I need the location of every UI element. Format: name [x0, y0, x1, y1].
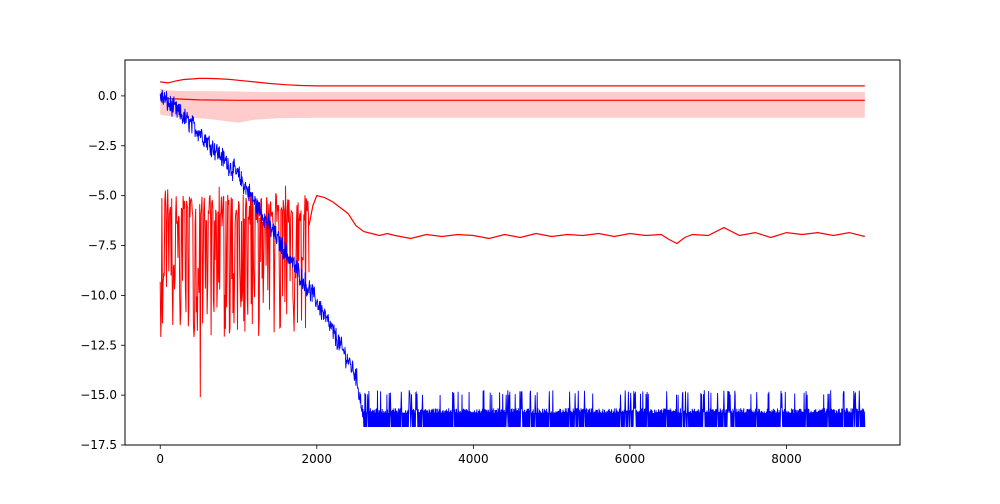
y-tick-label: −12.5 [80, 338, 117, 352]
y-tick-label: −15.0 [80, 388, 117, 402]
y-tick-label: −7.5 [88, 239, 117, 253]
y-tick-label: −5.0 [88, 189, 117, 203]
x-tick-label: 0 [156, 452, 164, 466]
plot-background [125, 60, 900, 445]
x-tick-label: 8000 [771, 452, 802, 466]
y-tick-label: −2.5 [88, 139, 117, 153]
series-1-line [160, 97, 865, 101]
series-3-line [308, 194, 865, 245]
x-tick-label: 6000 [615, 452, 646, 466]
x-tick-label: 4000 [458, 452, 489, 466]
y-tick-label: −17.5 [80, 438, 117, 452]
series-0-line [160, 77, 865, 87]
series-4-noisy-line [159, 185, 310, 398]
series-5-noisy-line [159, 89, 866, 428]
y-tick-label: −10.0 [80, 288, 117, 302]
plot-frame [124, 59, 901, 446]
y-tick-label: 0.0 [98, 89, 117, 103]
x-axis: 0 2000 4000 6000 8000 [156, 445, 802, 466]
x-tick-label: 2000 [302, 452, 333, 466]
y-axis: 0.0 −2.5 −5.0 −7.5 −10.0 −12.5 −15.0 −17.5 [80, 89, 125, 452]
series-2-band [160, 88, 865, 123]
chart-marks [159, 77, 866, 428]
